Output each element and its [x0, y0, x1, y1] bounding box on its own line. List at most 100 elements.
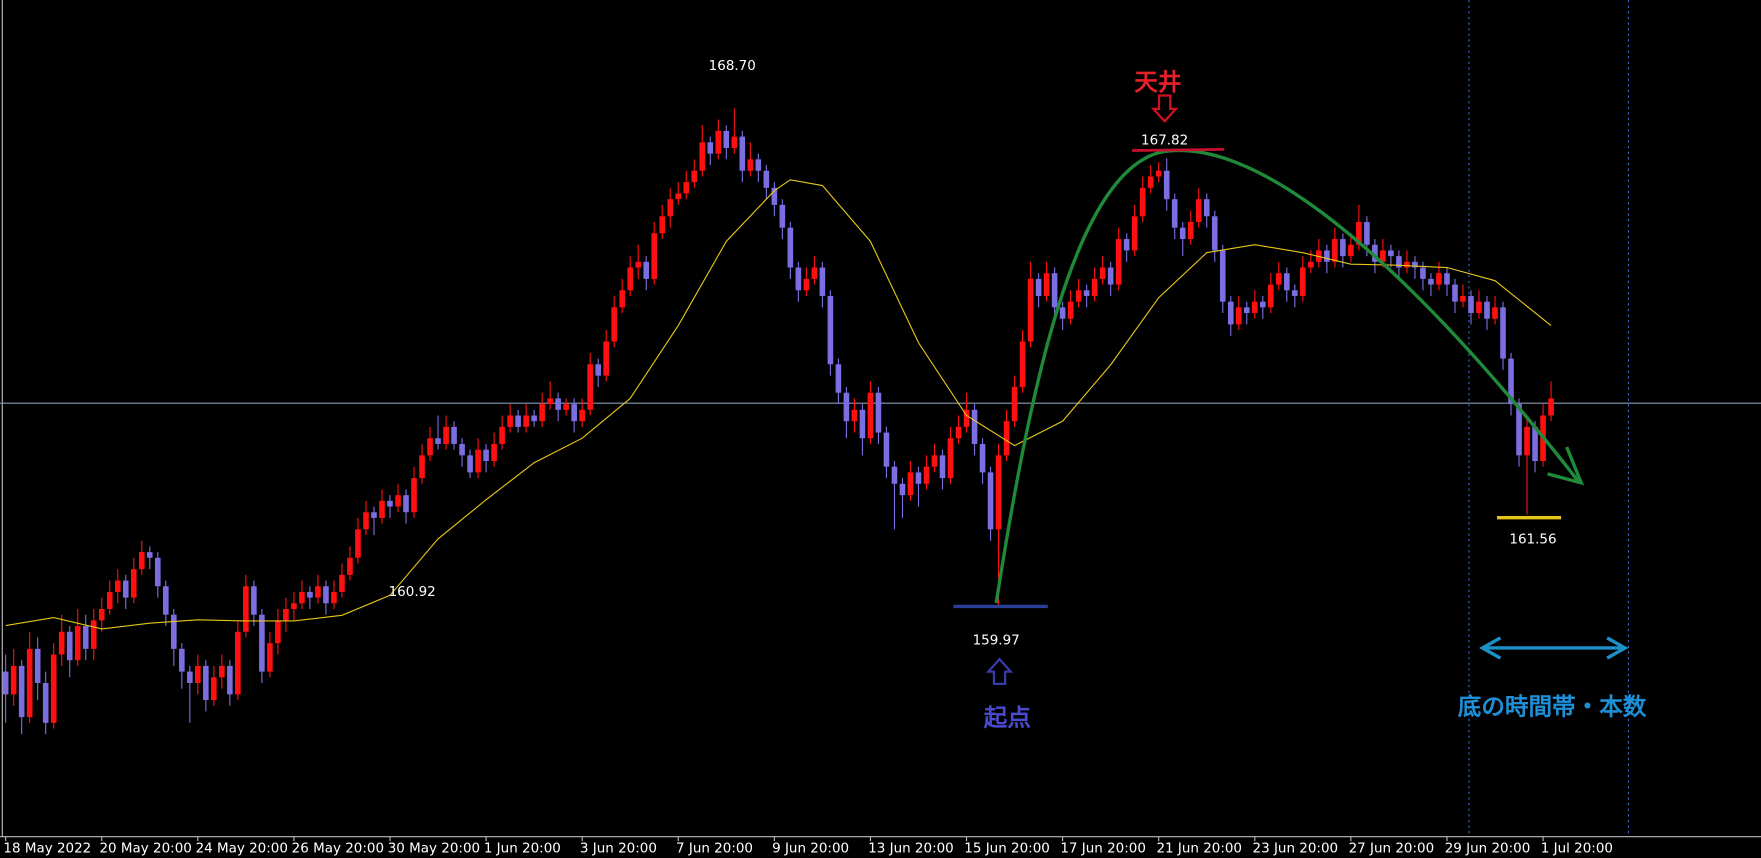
candle-body — [1468, 295, 1474, 314]
candle-body — [1452, 284, 1458, 302]
candle-body — [130, 569, 137, 598]
candle-body — [1227, 301, 1234, 325]
candle-body — [371, 512, 377, 518]
x-tick-label: 1 Jul 20:00 — [1541, 840, 1613, 856]
x-tick-label: 21 Jun 20:00 — [1156, 840, 1242, 856]
candle-body — [891, 466, 898, 484]
candle-body — [122, 580, 129, 598]
candle-body — [763, 170, 770, 188]
candle-body — [995, 455, 1002, 530]
candle-body — [1476, 301, 1482, 314]
candle-body — [435, 438, 441, 444]
x-tick-label: 29 Jun 20:00 — [1445, 840, 1531, 856]
candle-body — [1051, 273, 1058, 308]
x-tick-label: 9 Jun 20:00 — [772, 840, 849, 856]
candle-body — [1163, 170, 1170, 200]
candle-body — [2, 671, 9, 695]
candle-body — [66, 631, 73, 661]
candle-body — [243, 586, 249, 632]
candle-body — [1508, 358, 1514, 405]
candle-body — [619, 290, 626, 308]
candle-body — [170, 614, 177, 649]
candle-body — [843, 392, 850, 422]
candle-body — [1516, 404, 1522, 456]
candle-body — [379, 500, 385, 518]
candle-body — [523, 415, 529, 427]
candle-body — [659, 216, 666, 234]
candle-body — [923, 466, 930, 484]
candle-body — [547, 398, 553, 405]
candle-body — [18, 665, 25, 718]
candle-body — [731, 136, 738, 148]
candle-body — [587, 364, 593, 410]
candle-body — [1099, 267, 1106, 279]
candle-body — [74, 626, 81, 661]
candle-body — [267, 643, 273, 672]
candle-body — [1107, 267, 1114, 285]
candle-body — [1035, 278, 1042, 296]
candle-body — [899, 483, 906, 496]
candle-body — [154, 557, 161, 587]
price-label: 168.70 — [709, 58, 756, 74]
candle-body — [1195, 199, 1202, 222]
candle-body — [251, 586, 257, 615]
x-tick-label: 17 Jun 20:00 — [1060, 840, 1146, 856]
x-tick-label: 20 May 20:00 — [99, 840, 191, 856]
candle-body — [691, 170, 698, 183]
candle-body — [395, 495, 401, 507]
candle-body — [1147, 176, 1154, 188]
candle-body — [675, 193, 682, 200]
candle-body — [483, 449, 489, 462]
candle-body — [907, 472, 914, 496]
candle-body — [347, 557, 353, 575]
price-label: 161.56 — [1509, 532, 1556, 548]
x-tick-label: 3 Jun 20:00 — [580, 840, 657, 856]
candle-body — [795, 267, 802, 291]
candle-body — [1284, 273, 1290, 291]
candle-body — [459, 443, 465, 456]
candle-body — [771, 187, 778, 205]
candle-body — [651, 233, 658, 279]
candle-body — [42, 682, 49, 723]
candle-body — [315, 586, 321, 598]
candle-body — [1308, 261, 1314, 268]
candle-body — [10, 665, 17, 695]
candle-body — [1219, 250, 1226, 302]
candle-body — [82, 626, 89, 649]
candle-body — [443, 426, 449, 444]
candle-body — [955, 426, 962, 439]
candle-body — [138, 552, 145, 570]
candle-body — [507, 415, 513, 427]
candle-body — [539, 404, 545, 422]
candle-body — [1380, 250, 1386, 262]
candle-body — [1388, 250, 1394, 257]
candle-body — [635, 261, 642, 268]
candle-body — [563, 404, 569, 410]
candle-body — [1412, 261, 1418, 268]
candle-body — [835, 364, 842, 393]
candle-body — [1364, 221, 1370, 245]
candle-body — [195, 665, 201, 683]
trend-arrowhead — [1547, 446, 1585, 486]
candle-body — [1083, 290, 1090, 296]
candles — [2, 108, 1554, 735]
candle-body — [811, 267, 818, 279]
candle-body — [699, 142, 706, 171]
candle-body — [339, 574, 345, 592]
x-tick-label: 26 May 20:00 — [292, 840, 384, 856]
candle-body — [1396, 256, 1402, 268]
candle-body — [779, 204, 786, 228]
candle-body — [747, 159, 754, 171]
candle-body — [603, 341, 610, 376]
candle-body — [867, 392, 874, 439]
candle-body — [427, 438, 433, 456]
candle-body — [1179, 227, 1186, 240]
candle-body — [411, 478, 417, 513]
candle-body — [1500, 307, 1506, 359]
trend-curve — [994, 148, 1580, 604]
x-tick-label: 27 Jun 20:00 — [1349, 840, 1435, 856]
candle-body — [859, 409, 866, 439]
candle-body — [1091, 278, 1098, 296]
candle-body — [1484, 301, 1490, 319]
